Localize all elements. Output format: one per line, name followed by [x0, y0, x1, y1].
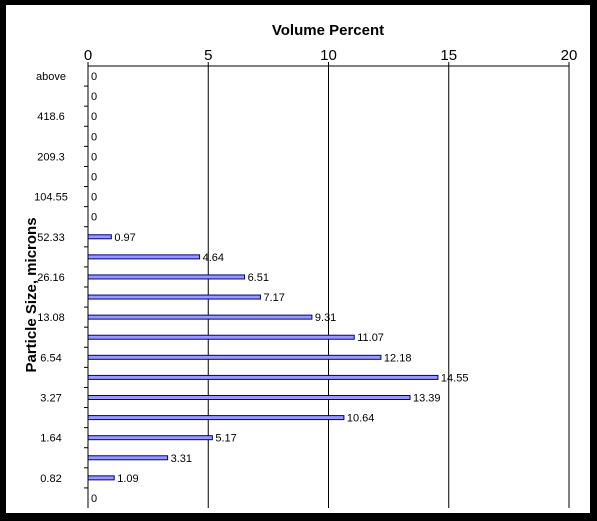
y-tick-label: 418.6: [37, 111, 65, 123]
data-label: 0: [91, 71, 97, 83]
data-label: 14.55: [441, 372, 469, 384]
y-tick-label: 104.55: [34, 192, 68, 204]
y-tick-label: above: [36, 71, 66, 83]
bar: [87, 254, 201, 260]
data-label: 13.39: [413, 393, 441, 405]
x-tick-label: 20: [561, 47, 578, 64]
y-tick-label: 52.33: [37, 232, 65, 244]
data-label: 0: [91, 192, 97, 204]
bar: [87, 415, 345, 421]
data-label: 3.31: [171, 453, 192, 465]
x-tick-label: 15: [440, 47, 457, 64]
data-label: 0: [91, 131, 97, 143]
y-tick-label: 13.08: [37, 312, 65, 324]
data-label: 5.17: [215, 433, 236, 445]
data-label: 10.64: [347, 413, 375, 425]
data-label: 0: [91, 151, 97, 163]
x-axis-title: Volume Percent: [272, 22, 384, 39]
data-label: 9.31: [315, 312, 336, 324]
y-tick-label: 3.27: [40, 393, 61, 405]
data-label: 1.09: [117, 473, 138, 485]
bar-chart: Volume Percent Particle Size, microns 0 5…: [23, 22, 578, 508]
data-label: 0: [91, 493, 97, 505]
data-label: 0: [91, 111, 97, 123]
bar: [87, 314, 313, 320]
bar: [87, 274, 246, 280]
bar: [87, 435, 213, 441]
data-label: 0: [91, 91, 97, 103]
data-label: 0: [91, 212, 97, 224]
bar: [87, 475, 115, 481]
bar: [87, 374, 439, 380]
y-tick-label: 0.82: [40, 473, 61, 485]
data-label: 0: [91, 172, 97, 184]
bar: [87, 334, 355, 340]
chart-panel: Volume Percent Particle Size, microns 0 5…: [6, 5, 590, 513]
data-label: 4.64: [203, 252, 224, 264]
bar: [87, 294, 261, 300]
data-label: 7.17: [263, 292, 284, 304]
data-label: 11.07: [357, 332, 384, 344]
y-tick-label: 1.64: [40, 433, 61, 445]
y-tick-label: 26.16: [37, 272, 65, 284]
x-tick-label: 5: [204, 47, 212, 64]
y-axis-title: Particle Size, microns: [23, 217, 40, 372]
data-label: 0.97: [114, 232, 135, 244]
bar: [87, 354, 382, 360]
data-label: 12.18: [384, 352, 412, 364]
bar: [87, 395, 411, 400]
bar: [87, 455, 169, 461]
x-tick-label: 0: [84, 47, 92, 64]
y-tick-label: 209.3: [37, 151, 65, 163]
bar: [87, 234, 112, 240]
data-label: 6.51: [248, 272, 269, 284]
x-tick-label: 10: [320, 47, 337, 64]
y-tick-label: 6.54: [40, 352, 61, 364]
